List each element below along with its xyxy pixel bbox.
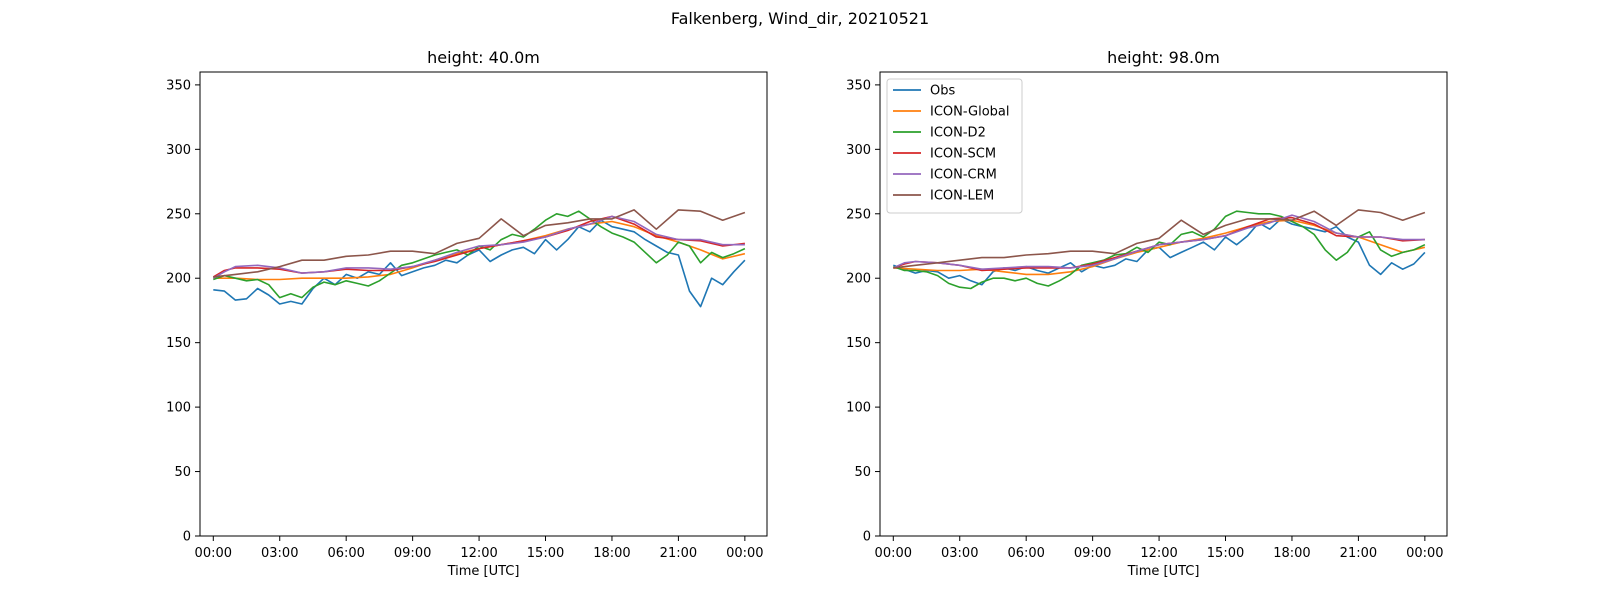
y-tick-label: 350 <box>166 78 191 93</box>
series-line-icon-d2 <box>893 210 1426 290</box>
x-tick-label: 00:00 <box>875 546 912 561</box>
y-tick-label: 50 <box>854 465 871 480</box>
x-tick-label: 00:00 <box>726 546 763 561</box>
series-line-icon-lem <box>893 209 1426 269</box>
y-tick-label: 350 <box>846 78 871 93</box>
x-tick-label: 21:00 <box>660 546 697 561</box>
legend-entry: Obs <box>930 84 955 99</box>
legend-entry: ICON-LEM <box>930 189 994 204</box>
x-tick-label: 06:00 <box>327 546 364 561</box>
y-tick-label: 50 <box>174 465 191 480</box>
x-tick-label: 12:00 <box>1140 546 1177 561</box>
x-tick-label: 00:00 <box>1406 546 1443 561</box>
y-tick-label: 200 <box>846 272 871 287</box>
series-group <box>212 209 746 308</box>
series-line-icon-lem <box>213 209 746 278</box>
x-tick-label: 12:00 <box>460 546 497 561</box>
y-tick-label: 200 <box>166 272 191 287</box>
x-tick-label: 03:00 <box>261 546 298 561</box>
series-line-obs <box>213 219 746 308</box>
y-tick-label: 150 <box>846 336 871 351</box>
y-tick-label: 250 <box>166 207 191 222</box>
x-axis-label: Time [UTC] <box>447 564 520 579</box>
plot-frame <box>879 71 1448 537</box>
y-tick-label: 100 <box>166 401 191 416</box>
axes-panel-1: 0 50 100 150 200 250 300 350 00:00 03:00 06:00 09:0… <box>166 48 768 579</box>
x-tick-label: 06:00 <box>1007 546 1044 561</box>
axes-title: height: 40.0m <box>427 48 540 67</box>
x-tick-label: 03:00 <box>941 546 978 561</box>
x-tick-label: 18:00 <box>593 546 630 561</box>
y-tick-label: 0 <box>183 530 191 545</box>
x-tick-label: 21:00 <box>1340 546 1377 561</box>
x-axis-label: Time [UTC] <box>1127 564 1200 579</box>
legend-frame <box>886 78 1023 214</box>
x-tick-label: 15:00 <box>527 546 564 561</box>
axes-panel-2: 0 50 100 150 200 250 300 350 00:00 03:00 06:00 09:0… <box>846 48 1448 579</box>
figure-title: Falkenberg, Wind_dir, 20210521 <box>670 9 930 28</box>
series-group <box>892 209 1426 290</box>
legend-entry: ICON-Global <box>930 105 1010 120</box>
legend-entry: ICON-SCM <box>930 147 996 162</box>
series-line-icon-scm <box>212 215 745 278</box>
series-line-icon-crm <box>892 214 1425 271</box>
y-tick-label: 250 <box>846 207 871 222</box>
legend-entry: ICON-CRM <box>930 168 997 183</box>
y-tick-label: 150 <box>166 336 191 351</box>
series-line-obs <box>893 218 1426 286</box>
series-line-icon-crm <box>212 215 745 279</box>
series-line-icon-d2 <box>213 210 746 299</box>
axes-title: height: 98.0m <box>1107 48 1220 67</box>
y-tick-label: 0 <box>863 530 871 545</box>
y-tick-label: 300 <box>166 143 191 158</box>
y-tick-label: 300 <box>846 143 871 158</box>
plot-frame <box>199 71 768 537</box>
y-tick-label: 100 <box>846 401 871 416</box>
series-line-icon-global <box>893 219 1426 276</box>
x-tick-label: 09:00 <box>394 546 431 561</box>
legend: Obs ICON-Global ICON-D2 ICON-SCM ICON-CRM ICO… <box>886 78 1023 214</box>
x-tick-label: 00:00 <box>195 546 232 561</box>
x-tick-label: 18:00 <box>1273 546 1310 561</box>
x-tick-label: 15:00 <box>1207 546 1244 561</box>
legend-entry: ICON-D2 <box>930 126 986 141</box>
x-tick-label: 09:00 <box>1074 546 1111 561</box>
